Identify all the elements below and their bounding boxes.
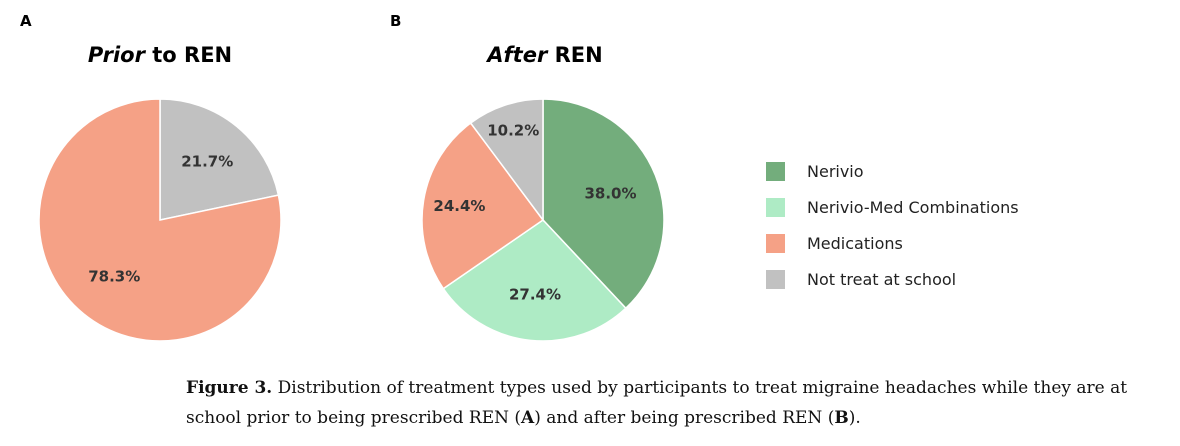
pie-slice [421, 121, 545, 290]
slice-label: 21.7% [181, 153, 233, 171]
legend-label: Not treat at school [807, 269, 957, 289]
slice-label: 10.2% [487, 121, 539, 139]
figure-caption: Figure 3. Distribution of treatment type… [186, 378, 1128, 428]
pie-slice [442, 219, 627, 342]
legend-swatch [766, 161, 785, 181]
slice-label: 38.0% [584, 184, 636, 202]
panel-a-letter: A [20, 12, 32, 30]
legend-label: Nerivio [807, 161, 864, 181]
legend-swatch [766, 197, 785, 217]
pie-slice [159, 98, 280, 221]
legend-swatch [766, 233, 785, 253]
pie-a: 21.7% 78.3% [38, 98, 282, 342]
legend-item-nerivio: Nerivio [766, 153, 1019, 189]
chart-a-title: Prior to REN [87, 43, 233, 67]
legend-item-not-treat: Not treat at school [766, 261, 1019, 297]
legend-item-medications: Medications [766, 225, 1019, 261]
legend-item-nerivio-med: Nerivio-Med Combinations [766, 189, 1019, 225]
legend-swatch [766, 269, 785, 289]
slice-label: 24.4% [433, 197, 485, 215]
legend: Nerivio Nerivio-Med Combinations Medicat… [766, 153, 1019, 297]
pie-slice [542, 98, 665, 310]
legend-label: Nerivio-Med Combinations [807, 197, 1019, 217]
chart-b-title: After REN [487, 43, 603, 67]
pie-b: 38.0% 27.4% 24.4% 10.2% [421, 98, 665, 342]
pie-slice [38, 98, 282, 342]
slice-label: 27.4% [509, 286, 561, 304]
legend-label: Medications [807, 233, 903, 253]
slice-label: 78.3% [88, 267, 140, 285]
pie-slice [469, 98, 544, 223]
panel-b-letter: B [390, 12, 402, 30]
